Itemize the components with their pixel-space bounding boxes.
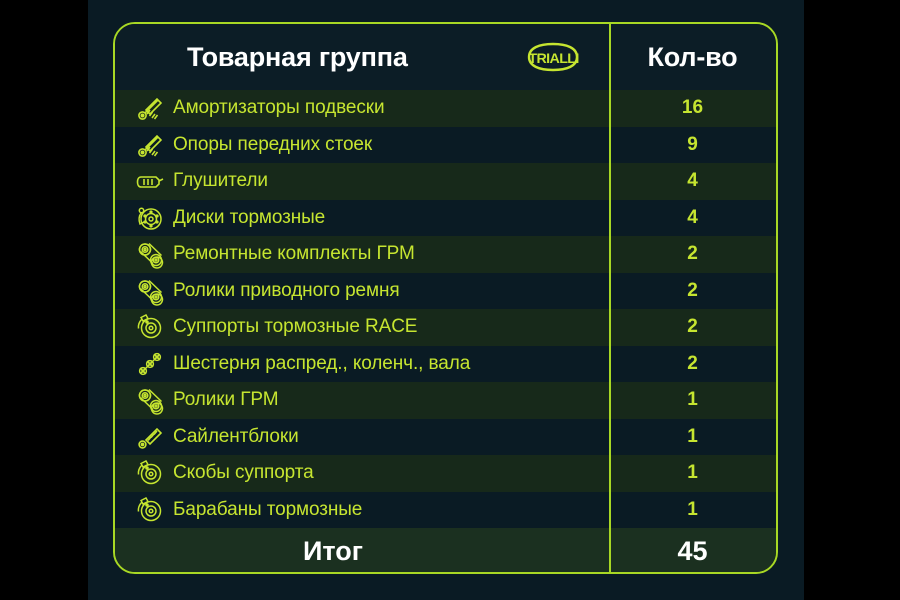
row-name-cell: Скобы суппорта (115, 458, 609, 488)
muffler-icon (127, 166, 173, 196)
row-name-cell: Глушители (115, 166, 609, 196)
silent-block-icon (127, 422, 173, 452)
brake-caliper-bracket-icon (127, 458, 173, 488)
camshaft-gear-icon (127, 349, 173, 379)
row-name-label: Ролики приводного ремня (173, 279, 400, 301)
row-qty-value: 16 (681, 97, 704, 119)
table-row[interactable]: Ремонтные комплекты ГРМ 2 (115, 236, 776, 273)
trialli-logo-icon: TRIALLI (525, 42, 581, 72)
product-group-table: Товарная группа TRIALLI Кол-во Амортизат… (113, 22, 778, 574)
table-total-row: Итог 45 (115, 528, 776, 572)
brake-caliper-icon (127, 312, 173, 342)
row-qty-value: 2 (687, 279, 698, 301)
letterbox-right (804, 0, 900, 600)
row-name-cell: Суппорты тормозные RACE (115, 312, 609, 342)
header-cell-name: Товарная группа TRIALLI (115, 42, 609, 73)
row-qty-value: 2 (687, 316, 698, 338)
row-name-label: Ролики ГРМ (173, 389, 279, 411)
row-name-label: Глушители (173, 170, 268, 192)
shock-absorber-icon (127, 93, 173, 123)
row-name-label: Суппорты тормозные RACE (173, 316, 418, 338)
row-name-cell: Диски тормозные (115, 203, 609, 233)
table-row[interactable]: Суппорты тормозные RACE 2 (115, 309, 776, 346)
row-name-label: Ремонтные комплекты ГРМ (173, 243, 415, 265)
table-header-row: Товарная группа TRIALLI Кол-во (115, 24, 776, 90)
row-qty-value: 9 (687, 133, 698, 155)
timing-belt-roller-icon (127, 276, 173, 306)
row-name-cell: Ролики ГРМ (115, 385, 609, 415)
table-row[interactable]: Шестерня распред., коленч., вала 2 (115, 345, 776, 382)
row-qty-value: 2 (687, 352, 698, 374)
row-qty-value: 4 (687, 206, 698, 228)
table-row[interactable]: Опоры передних стоек 9 (115, 126, 776, 163)
row-qty-value: 2 (687, 243, 698, 265)
row-name-cell: Амортизаторы подвески (115, 93, 609, 123)
timing-belt-roller-icon (127, 239, 173, 269)
header-label-name: Товарная группа (187, 41, 408, 72)
table-row[interactable]: Скобы суппорта 1 (115, 455, 776, 492)
letterbox-left (0, 0, 88, 600)
row-qty-value: 1 (687, 425, 698, 447)
total-value: 45 (677, 535, 708, 566)
row-name-label: Скобы суппорта (173, 462, 314, 484)
row-name-cell: Сайлентблоки (115, 422, 609, 452)
row-name-cell: Ролики приводного ремня (115, 276, 609, 306)
header-label-qty: Кол-во (647, 41, 738, 72)
column-divider (609, 24, 611, 572)
row-name-label: Амортизаторы подвески (173, 97, 385, 119)
table-row[interactable]: Диски тормозные 4 (115, 199, 776, 236)
row-name-label: Сайлентблоки (173, 425, 299, 447)
row-name-label: Барабаны тормозные (173, 498, 363, 520)
table-row[interactable]: Глушители 4 (115, 163, 776, 200)
row-qty-value: 1 (687, 498, 698, 520)
row-name-cell: Барабаны тормозные (115, 495, 609, 525)
table-row[interactable]: Барабаны тормозные 1 (115, 491, 776, 528)
row-qty-value: 1 (687, 462, 698, 484)
row-name-cell: Шестерня распред., коленч., вала (115, 349, 609, 379)
row-name-label: Опоры передних стоек (173, 133, 373, 155)
content-canvas: Товарная группа TRIALLI Кол-во Амортизат… (88, 0, 804, 600)
table-row[interactable]: Ролики приводного ремня 2 (115, 272, 776, 309)
table-row[interactable]: Амортизаторы подвески 16 (115, 90, 776, 127)
row-qty-value: 4 (687, 170, 698, 192)
brake-disc-icon (127, 203, 173, 233)
row-name-label: Шестерня распред., коленч., вала (173, 352, 471, 374)
row-name-cell: Опоры передних стоек (115, 130, 609, 160)
brake-drum-icon (127, 495, 173, 525)
svg-text:TRIALLI: TRIALLI (528, 50, 578, 66)
row-qty-value: 1 (687, 389, 698, 411)
shock-absorber-icon (127, 130, 173, 160)
table-row[interactable]: Сайлентблоки 1 (115, 418, 776, 455)
table-body: Амортизаторы подвески 16 Опоры передних ст… (115, 90, 776, 528)
row-name-cell: Ремонтные комплекты ГРМ (115, 239, 609, 269)
row-name-label: Диски тормозные (173, 206, 326, 228)
timing-belt-roller-icon (127, 385, 173, 415)
table-row[interactable]: Ролики ГРМ 1 (115, 382, 776, 419)
total-label: Итог (302, 535, 363, 566)
